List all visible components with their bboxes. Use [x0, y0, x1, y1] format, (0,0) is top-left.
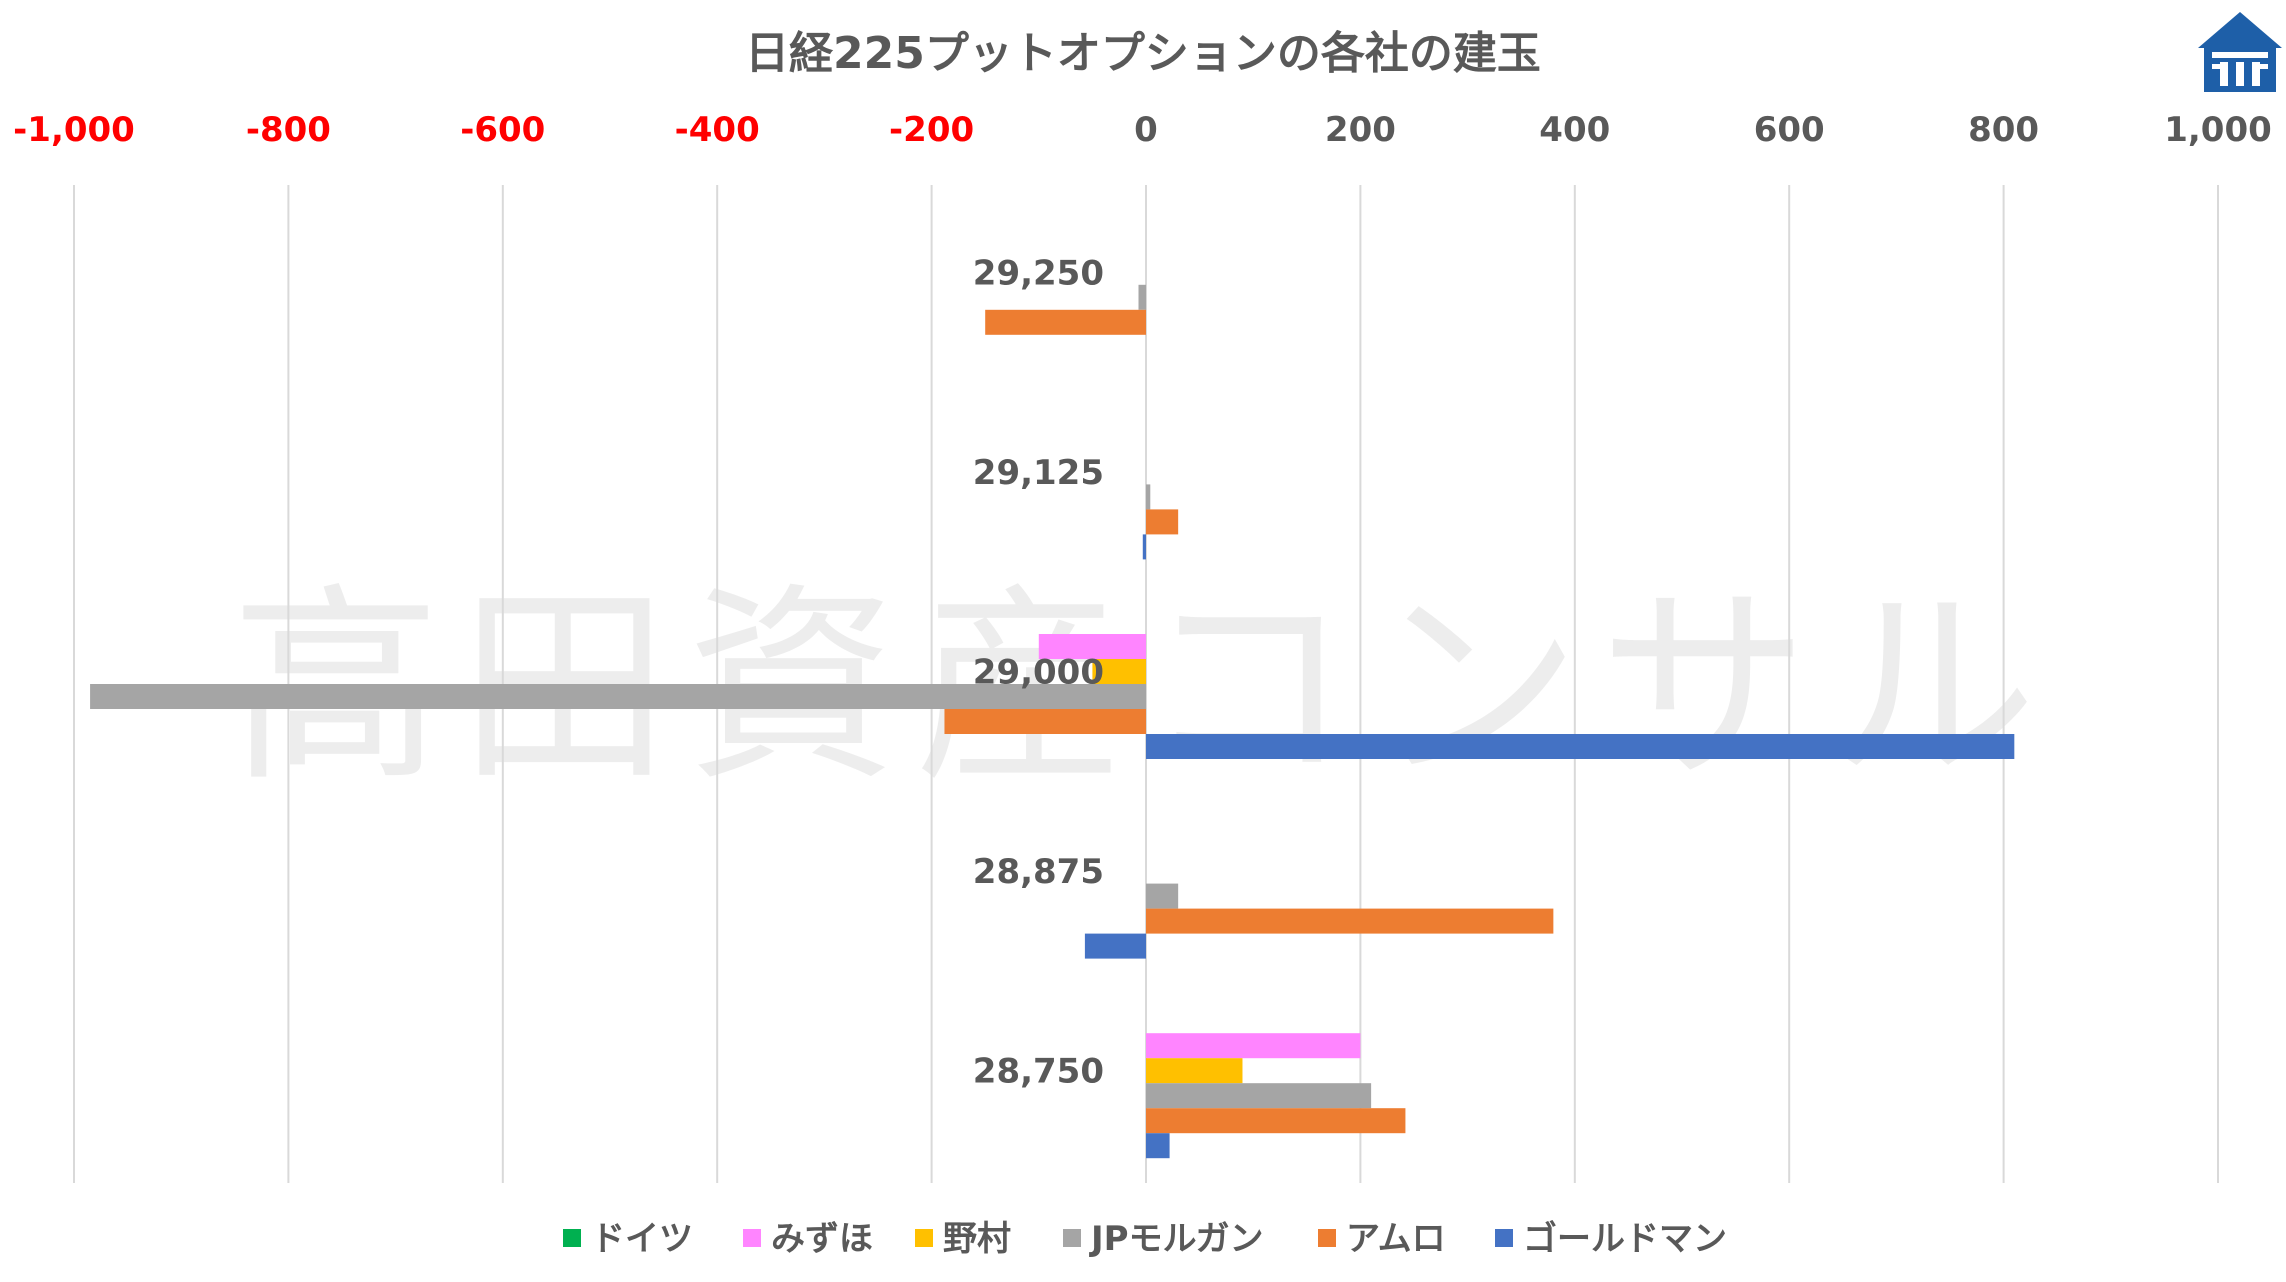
x-tick-label: -400	[675, 110, 760, 150]
x-tick-label: -1,000	[13, 110, 135, 150]
legend-label: ゴールドマン	[1523, 1219, 1727, 1259]
logo-icon	[2198, 12, 2282, 92]
legend-swatch	[743, 1229, 761, 1247]
category-label: 28,875	[973, 852, 1104, 892]
legend-swatch	[563, 1229, 581, 1247]
bar	[1146, 1058, 1243, 1084]
x-tick-label: 400	[1539, 110, 1610, 150]
bar	[1084, 933, 1146, 959]
category-label: 29,000	[973, 653, 1104, 693]
category-label: 29,125	[973, 453, 1104, 493]
bar	[90, 684, 1147, 709]
bar	[1146, 908, 1554, 934]
x-tick-label: 0	[1134, 110, 1158, 150]
bar	[1146, 1133, 1170, 1159]
legend-swatch	[1063, 1229, 1081, 1247]
legend-label: JPモルガン	[1089, 1219, 1264, 1259]
legend-swatch	[915, 1229, 933, 1247]
bar	[1146, 883, 1179, 909]
legend-label: アムロ	[1346, 1219, 1446, 1259]
x-tick-label: -600	[460, 110, 545, 150]
bar	[1146, 1108, 1406, 1134]
legend-swatch	[1318, 1229, 1336, 1247]
bar	[985, 309, 1146, 335]
legend-label: 野村	[943, 1219, 1011, 1259]
bar	[1146, 1033, 1361, 1059]
bar	[1092, 659, 1146, 684]
bar	[1138, 284, 1146, 310]
bar	[1146, 734, 2015, 759]
x-tick-label: -800	[246, 110, 331, 150]
legend-swatch	[1495, 1229, 1513, 1247]
x-tick-label: 800	[1968, 110, 2039, 150]
bar	[1146, 509, 1179, 535]
chart-title: 日経225プットオプションの各社の建玉	[745, 28, 1541, 79]
legend-label: ドイツ	[591, 1219, 693, 1259]
category-label: 29,250	[973, 253, 1104, 293]
bar	[1146, 484, 1151, 510]
x-tick-label: 1,000	[2164, 110, 2272, 150]
category-label: 28,750	[973, 1052, 1104, 1092]
legend-label: みずほ	[771, 1219, 873, 1259]
x-tick-label: -200	[889, 110, 974, 150]
bar	[1146, 1083, 1372, 1109]
x-tick-label: 200	[1325, 110, 1396, 150]
bar	[1038, 634, 1146, 659]
x-tick-label: 600	[1754, 110, 1825, 150]
bar	[944, 709, 1146, 734]
bar	[1142, 534, 1146, 560]
